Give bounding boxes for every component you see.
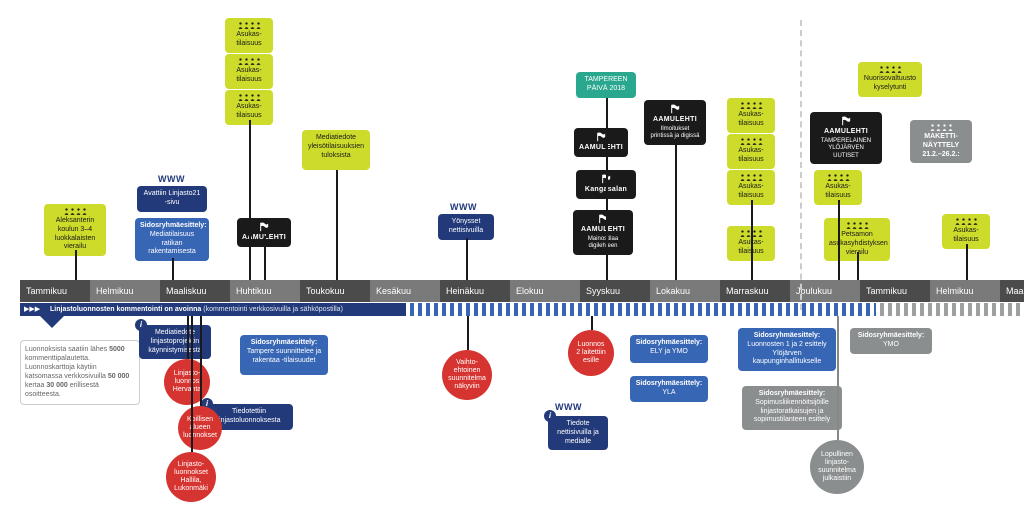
people-icon [230, 58, 268, 65]
timeline-stage: TammikuuHelmikuuMaaliskuuHuhtikuuToukoku… [0, 0, 1024, 520]
sidos7: Sidosryhmäesittely:YMO [850, 328, 932, 354]
stem [187, 316, 189, 359]
people-icon [915, 124, 967, 131]
flag-icon [578, 214, 628, 224]
sidos1: Sidosryhmäesittely:Mediatilaisuus ratika… [135, 218, 209, 261]
stem [837, 316, 839, 440]
asukas1a: Asukas-tilaisuus [225, 18, 273, 53]
stem [191, 316, 193, 452]
open-comment-bar: ▶▶▶Linjastoluonnosten kommentointi on av… [20, 303, 1024, 316]
vaihtoeht: Vaihto-ehtoinensuunnitelmanäkyviin [442, 350, 492, 400]
aleksanteri: Aleksanterin koulun 3–4 luokkalaisten vi… [44, 204, 106, 256]
month-cell: Helmikuu [930, 280, 1000, 302]
month-cell: Huhtikuu [230, 280, 300, 302]
yonysset: Yönysset nettisivuilla [438, 214, 494, 240]
month-cell: Lokakuu [650, 280, 720, 302]
people-icon [732, 174, 770, 181]
sidos4: Sidosryhmäesittely:YLA [630, 376, 708, 402]
people-icon [230, 94, 268, 101]
koillinen: Koillisenalueenluonnokset [178, 406, 222, 450]
stem [75, 250, 77, 280]
people-icon [819, 174, 857, 181]
stem [857, 252, 859, 280]
aamuilmo: AAMULEHTIIlmoitukset printissä ja digiss… [644, 100, 706, 145]
stem [466, 238, 468, 280]
luonnos2: Luonnos2 laitettiinesille [568, 330, 614, 376]
www-label: WWW [450, 202, 477, 212]
flag-icon [815, 116, 877, 126]
stem [336, 170, 338, 280]
people-icon [230, 22, 268, 29]
stem [591, 316, 593, 330]
flag-icon [579, 132, 623, 142]
stem [264, 236, 266, 280]
footnote-box: Luonnoksista saatiin lähes 5000 kommentt… [20, 340, 140, 405]
tampere-paiva: TAMPEREEN PÄIVÄ 2018 [576, 72, 636, 98]
asukas3b: Asukas-tilaisuus [727, 134, 775, 169]
luon-hervanta: Linjasto-luonnosHervanta [164, 359, 210, 405]
month-cell: Maaliskuu [160, 280, 230, 302]
month-cell: Kesäkuu [370, 280, 440, 302]
month-cell: Syyskuu [580, 280, 650, 302]
sidos3: Sidosryhmäesittely:ELY ja YMO [630, 335, 708, 363]
mediatiedote-ylos: Mediatiedote yleisötilaisuuksien tuloksi… [302, 130, 370, 170]
stem [172, 258, 174, 280]
stem [966, 244, 968, 280]
avattiin: Avattiin Linjasto21 -sivu [137, 186, 207, 212]
month-cell: Heinäkuu [440, 280, 510, 302]
makettina: MAKETTI- NÄYTTELY 21.2.–26.2.: [910, 120, 972, 163]
stem [606, 100, 608, 280]
stem [838, 200, 840, 280]
people-icon [947, 218, 985, 225]
people-icon [49, 208, 101, 215]
month-cell: Helmikuu [90, 280, 160, 302]
sidos2: Sidosryhmäesittely:Tampere suunnittelee … [240, 335, 328, 375]
year-divider [800, 20, 802, 310]
www-label: WWW [555, 402, 582, 412]
stem [467, 316, 469, 350]
aamulehti2: AAMULEHTI [574, 128, 628, 157]
people-icon [863, 66, 917, 73]
sidos5: Sidosryhmäesittely:Luonnosten 1 ja 2 esi… [738, 328, 836, 371]
month-bar: TammikuuHelmikuuMaaliskuuHuhtikuuToukoku… [20, 280, 1024, 302]
aamumain: AAMULEHTIMainostilaa digilehteen [573, 210, 633, 255]
www-label: WWW [158, 174, 185, 184]
lehdet3: AAMULEHTITAMPERELAINENYLÖJÄRVEN UUTISET [810, 112, 882, 164]
month-cell: Marraskuu [720, 280, 790, 302]
people-icon [732, 102, 770, 109]
lopullinen: Lopullinenlinjasto-suunnitelmajulkaistii… [810, 440, 864, 494]
stem [200, 316, 202, 406]
flag-icon [649, 104, 701, 114]
asukas3a: Asukas-tilaisuus [727, 98, 775, 133]
tiedote-media: Tiedote nettisivuilla ja medialle [548, 416, 608, 450]
month-cell: Maaliskuu [1000, 280, 1024, 302]
month-cell: Tammikuu [20, 280, 90, 302]
nuoriso: Nuorisovaltuusto kyselytunti [858, 62, 922, 97]
asukas1b: Asukas-tilaisuus [225, 54, 273, 89]
stem [675, 140, 677, 280]
luon-hallila: Linjasto-luonnoksetHallila,Lukonmäki [166, 452, 216, 502]
sidos6: Sidosryhmäesittely:Sopimusliikennöitsijö… [742, 386, 842, 430]
stem [751, 200, 753, 280]
info-icon: i [135, 319, 147, 331]
month-cell: Toukokuu [300, 280, 370, 302]
stem [249, 120, 251, 280]
people-icon [732, 138, 770, 145]
month-cell: Elokuu [510, 280, 580, 302]
footnote-callout [40, 316, 64, 340]
month-cell: Tammikuu [860, 280, 930, 302]
